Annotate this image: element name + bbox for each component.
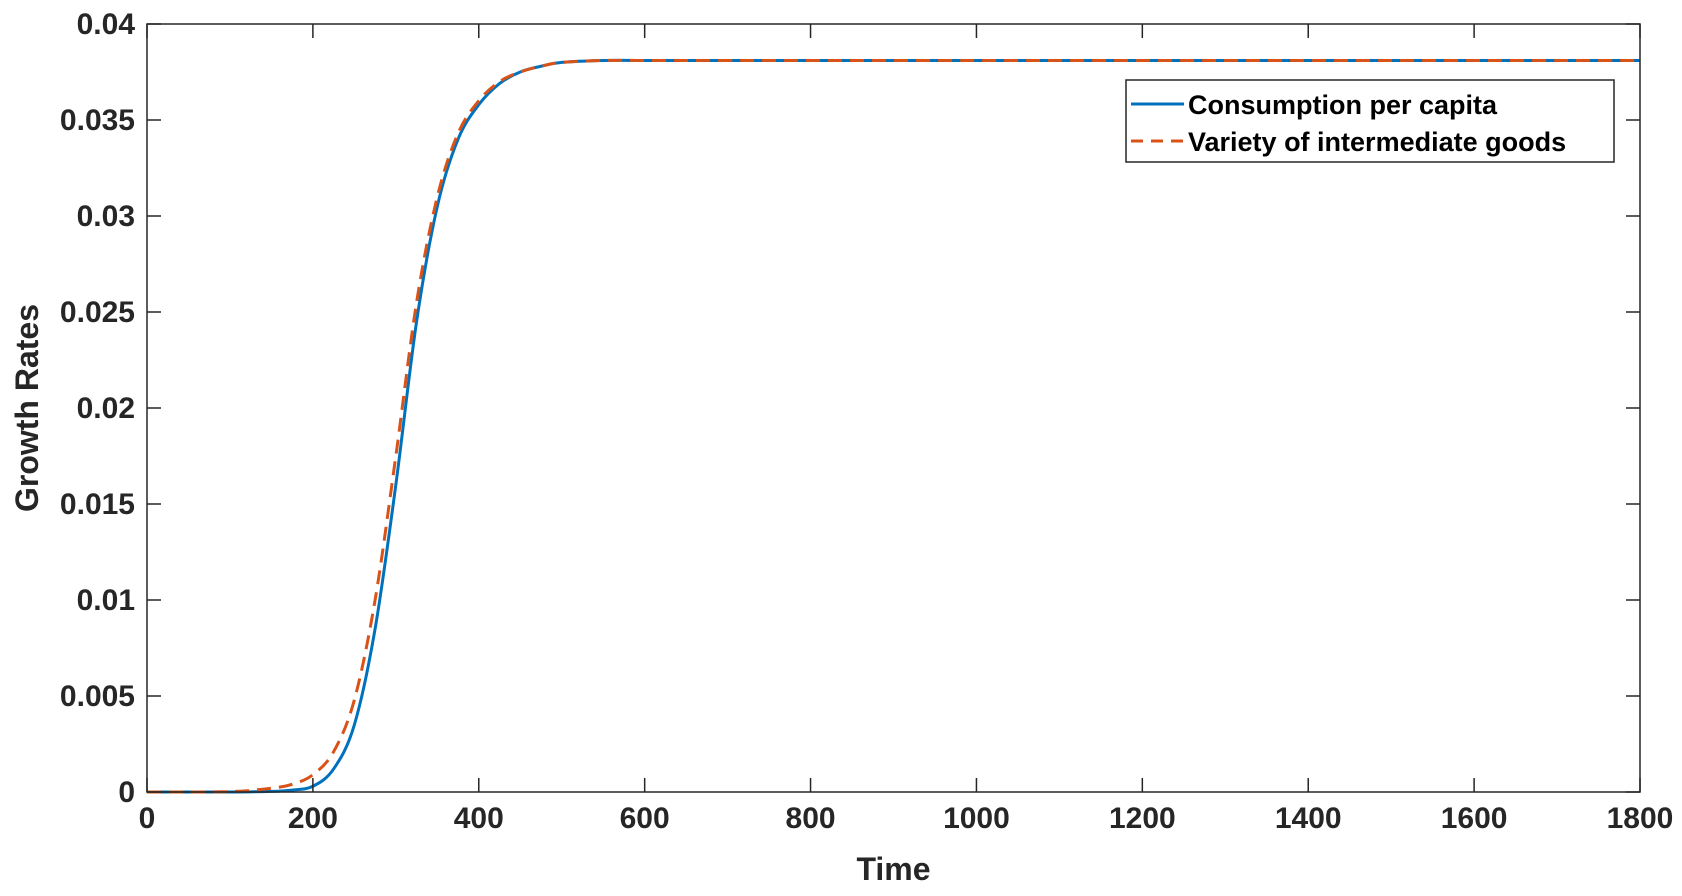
y-tick-label: 0.015 — [60, 488, 135, 521]
legend: Consumption per capita Variety of interme… — [1125, 79, 1615, 163]
y-tick-label: 0.01 — [77, 584, 135, 617]
x-tick-label: 1000 — [943, 802, 1010, 835]
y-tick-label: 0.03 — [77, 200, 135, 233]
axes-layer: 0 200 400 600 800 1000 1200 1400 1600 1800 0 0.005 0… — [60, 8, 1673, 835]
x-tick-label: 1400 — [1275, 802, 1342, 835]
x-tick-label: 600 — [620, 802, 670, 835]
x-tick-label: 400 — [454, 802, 504, 835]
y-tick-label: 0.005 — [60, 680, 135, 713]
legend-label-2: Variety of intermediate goods — [1188, 127, 1566, 157]
legend-box — [1125, 79, 1615, 163]
y-tick-label: 0.04 — [77, 8, 136, 41]
y-tick-label: 0.02 — [77, 392, 135, 425]
series-layer — [146, 58, 1640, 794]
series-line-2 — [146, 58, 1640, 794]
x-tick-label: 1600 — [1441, 802, 1508, 835]
x-tick-label: 1800 — [1607, 802, 1674, 835]
y-tick-label: 0.025 — [60, 296, 135, 329]
y-tick-label: 0 — [118, 776, 135, 809]
x-tick-label: 0 — [139, 802, 156, 835]
x-axis-title: Time — [856, 851, 930, 887]
x-tick-label: 800 — [786, 802, 836, 835]
legend-label-1: Consumption per capita — [1188, 90, 1498, 120]
y-axis-title: Growth Rates — [9, 304, 45, 512]
x-tick-label: 1200 — [1109, 802, 1176, 835]
y-tick-label: 0.035 — [60, 104, 135, 137]
x-tick-label: 200 — [288, 802, 338, 835]
